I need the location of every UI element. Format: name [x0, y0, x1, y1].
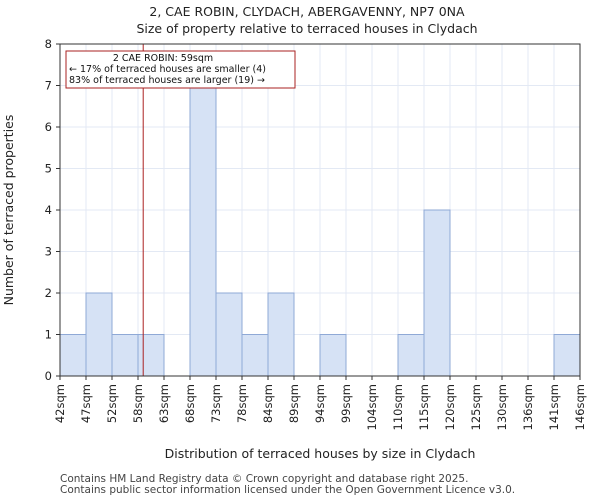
- chart-title-line-1: 2, CAE ROBIN, CLYDACH, ABERGAVENNY, NP7 …: [149, 4, 465, 19]
- chart-title-line-2: Size of property relative to terraced ho…: [136, 21, 477, 36]
- y-tick-label-7: 7: [45, 79, 52, 93]
- bar-94sqm: [319, 334, 347, 377]
- bar-73sqm: [215, 292, 243, 377]
- y-tick-label-0: 0: [45, 369, 52, 383]
- y-axis-title: Number of terraced properties: [1, 115, 16, 306]
- y-tick-label-8: 8: [45, 37, 52, 51]
- x-tick-label-146sqm: 146sqm: [573, 384, 587, 430]
- annotation-line-3: 83% of terraced houses are larger (19) →: [69, 75, 265, 86]
- annotation-line-1: 2 CAE ROBIN: 59sqm: [113, 53, 213, 64]
- bar-47sqm: [85, 292, 113, 377]
- x-tick-label-52sqm: 52sqm: [105, 384, 119, 423]
- x-tick-label-78sqm: 78sqm: [235, 384, 249, 423]
- y-tick-label-3: 3: [45, 245, 52, 259]
- x-tick-label-115sqm: 115sqm: [417, 384, 431, 430]
- annotation-box: 2 CAE ROBIN: 59sqm ← 17% of terraced hou…: [65, 50, 296, 89]
- bar-84sqm: [267, 292, 295, 377]
- bars: [59, 85, 581, 377]
- x-tick-label-120sqm: 120sqm: [443, 384, 457, 430]
- bar-52sqm: [111, 334, 139, 377]
- footer-line-1: Contains HM Land Registry data © Crown c…: [60, 473, 469, 485]
- x-tick-label-89sqm: 89sqm: [287, 384, 301, 423]
- x-tick-label-58sqm: 58sqm: [131, 384, 145, 423]
- x-tick-label-73sqm: 73sqm: [209, 384, 223, 423]
- bar-68sqm: [189, 85, 217, 377]
- bar-78sqm: [241, 334, 269, 377]
- x-tick-label-99sqm: 99sqm: [339, 384, 353, 423]
- y-tick-label-6: 6: [45, 120, 52, 134]
- x-tick-label-63sqm: 63sqm: [157, 384, 171, 423]
- x-tick-label-104sqm: 104sqm: [365, 384, 379, 430]
- bar-58sqm: [137, 334, 165, 377]
- x-tick-label-130sqm: 130sqm: [495, 384, 509, 430]
- x-tick-label-68sqm: 68sqm: [183, 384, 197, 423]
- y-tick-label-1: 1: [45, 328, 52, 342]
- x-tick-label-136sqm: 136sqm: [521, 384, 535, 430]
- footer-line-2: Contains public sector information licen…: [60, 484, 516, 496]
- x-tick-label-84sqm: 84sqm: [261, 384, 275, 423]
- y-ticks: 0 1 2 3 4 5 6 7 8: [45, 37, 60, 383]
- y-tick-label-2: 2: [45, 286, 52, 300]
- bar-141sqm: [553, 334, 581, 377]
- x-tick-label-47sqm: 47sqm: [79, 384, 93, 423]
- x-axis-title: Distribution of terraced houses by size …: [165, 446, 476, 461]
- annotation-line-2: ← 17% of terraced houses are smaller (4): [69, 64, 266, 75]
- bar-115sqm: [423, 209, 451, 377]
- grid-lines: [59, 43, 581, 377]
- x-tick-label-42sqm: 42sqm: [53, 384, 67, 423]
- x-ticks: 42sqm 47sqm 52sqm 58sqm 63sqm 68sqm 73sqm 78sqm…: [53, 376, 587, 430]
- y-tick-label-5: 5: [45, 162, 52, 176]
- bar-110sqm: [397, 334, 425, 377]
- x-tick-label-94sqm: 94sqm: [313, 384, 327, 423]
- x-tick-label-141sqm: 141sqm: [547, 384, 561, 430]
- x-tick-label-125sqm: 125sqm: [469, 384, 483, 430]
- bar-42sqm: [59, 334, 87, 377]
- x-tick-label-110sqm: 110sqm: [391, 384, 405, 430]
- y-tick-label-4: 4: [45, 203, 52, 217]
- annotation-frame: [65, 50, 296, 89]
